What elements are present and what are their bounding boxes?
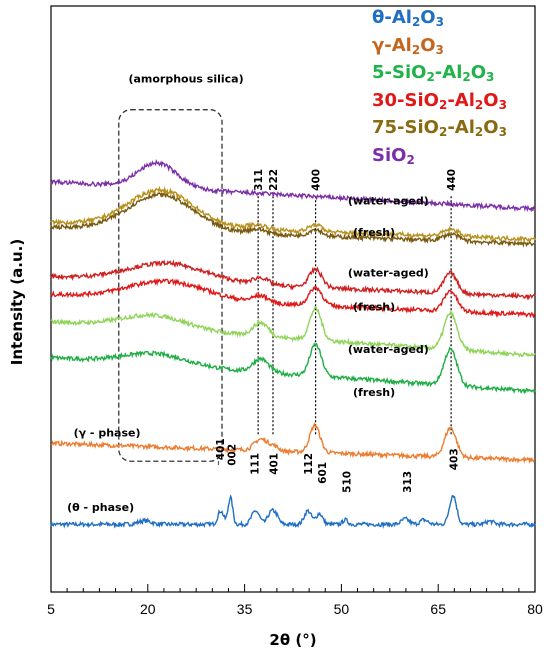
curve-label: (fresh): [353, 226, 395, 239]
series-line-s5-aged: [50, 305, 536, 358]
legend-entry: 30-SiO2-Al2O3: [372, 89, 507, 112]
series-line-sio2: [50, 158, 536, 213]
reflection-label-theta: ⁻401: [215, 438, 227, 465]
y-axis-label: Intensity (a.u.): [8, 239, 26, 365]
legend-entry: 75-SiO2-Al2O3: [372, 117, 507, 139]
curve-label: (water-aged): [348, 266, 429, 279]
reflection-label-theta: 002: [227, 444, 239, 466]
curve-labels: (θ - phase) (γ - phase) (fresh) (water-aged…: [67, 73, 429, 514]
x-tick-label: 35: [237, 601, 253, 617]
reflection-label-theta: 111: [249, 453, 261, 475]
reflection-label-gamma: 222: [268, 169, 280, 191]
curve-label: (amorphous silica): [128, 73, 243, 86]
curve-label: (water-aged): [348, 343, 429, 356]
x-axis-label: 2θ (°): [269, 631, 316, 649]
series-line-s75-fresh: [50, 190, 536, 248]
x-axis-ticks: [50, 584, 536, 592]
curve-label: (water-aged): [348, 194, 429, 207]
legend-entry: 5-SiO2-Al2O3: [372, 62, 495, 84]
legend: θ-Al2O3 γ-Al2O3 5-SiO2-Al2O3 30-SiO2-Al2O3 7…: [372, 4, 507, 169]
reflection-label-theta: 601: [317, 462, 329, 484]
legend-entry: θ-Al2O3: [372, 7, 444, 29]
series-line-s5-fresh: [50, 341, 536, 395]
reflection-label-gamma: 400: [311, 169, 323, 191]
legend-entry: SiO2: [372, 144, 415, 167]
amorphous-region-box: [118, 109, 223, 462]
reflection-label-gamma: 440: [446, 169, 458, 191]
reflection-labels: 311 222 400 440 ⁻401 002 111 401 112 601 510 313 403: [215, 169, 461, 493]
reflection-label-theta: 313: [402, 471, 414, 493]
curve-label: (θ - phase): [67, 501, 134, 514]
amorphous-box: [118, 109, 223, 462]
curve-label: (fresh): [353, 386, 395, 399]
series-line-s30-fresh: [50, 278, 536, 319]
x-tick-label: 20: [140, 601, 156, 617]
reflection-label-theta: 112: [303, 453, 315, 475]
x-tick-label: 50: [334, 601, 350, 617]
x-tick-label: 5: [47, 601, 55, 617]
x-tick-label: 80: [527, 601, 543, 617]
series-line-s75-aged: [50, 185, 536, 243]
x-axis-tick-labels: 5 20 35 50 65 80: [47, 601, 543, 617]
reflection-label-theta: 403: [449, 448, 461, 470]
series-group: [50, 158, 536, 529]
curve-label: (γ - phase): [74, 426, 141, 439]
series-line-s30-aged: [50, 259, 536, 301]
series-line-gamma: [50, 422, 536, 465]
curve-label: (fresh): [353, 300, 395, 313]
reflection-label-theta: 510: [342, 471, 354, 493]
reflection-label-theta: 401: [269, 453, 281, 475]
legend-entry: γ-Al2O3: [372, 34, 444, 57]
reflection-label-gamma: 311: [253, 169, 265, 191]
x-tick-label: 65: [430, 601, 446, 617]
series-line-theta: [50, 493, 536, 529]
